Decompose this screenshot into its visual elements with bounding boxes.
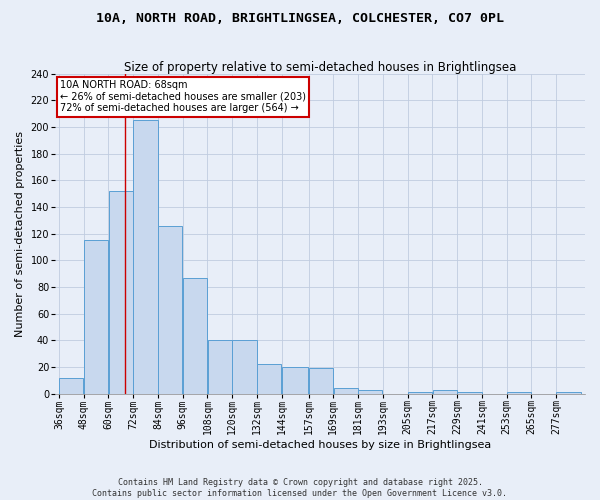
Bar xyxy=(282,367,308,394)
Bar xyxy=(84,240,108,394)
Bar xyxy=(232,340,257,394)
Bar xyxy=(358,390,382,394)
Text: 10A NORTH ROAD: 68sqm
← 26% of semi-detached houses are smaller (203)
72% of sem: 10A NORTH ROAD: 68sqm ← 26% of semi-deta… xyxy=(60,80,306,113)
Bar xyxy=(556,392,581,394)
Bar xyxy=(133,120,158,394)
Text: 10A, NORTH ROAD, BRIGHTLINGSEA, COLCHESTER, CO7 0PL: 10A, NORTH ROAD, BRIGHTLINGSEA, COLCHEST… xyxy=(96,12,504,26)
Bar xyxy=(309,368,333,394)
Bar xyxy=(208,340,232,394)
Bar xyxy=(109,191,133,394)
X-axis label: Distribution of semi-detached houses by size in Brightlingsea: Distribution of semi-detached houses by … xyxy=(149,440,491,450)
Title: Size of property relative to semi-detached houses in Brightlingsea: Size of property relative to semi-detach… xyxy=(124,60,516,74)
Bar xyxy=(183,278,207,394)
Bar xyxy=(433,390,457,394)
Bar xyxy=(408,392,432,394)
Bar xyxy=(457,392,482,394)
Text: Contains HM Land Registry data © Crown copyright and database right 2025.
Contai: Contains HM Land Registry data © Crown c… xyxy=(92,478,508,498)
Bar xyxy=(334,388,358,394)
Bar xyxy=(59,378,83,394)
Bar xyxy=(507,392,531,394)
Bar xyxy=(158,226,182,394)
Bar xyxy=(257,364,281,394)
Y-axis label: Number of semi-detached properties: Number of semi-detached properties xyxy=(15,130,25,336)
